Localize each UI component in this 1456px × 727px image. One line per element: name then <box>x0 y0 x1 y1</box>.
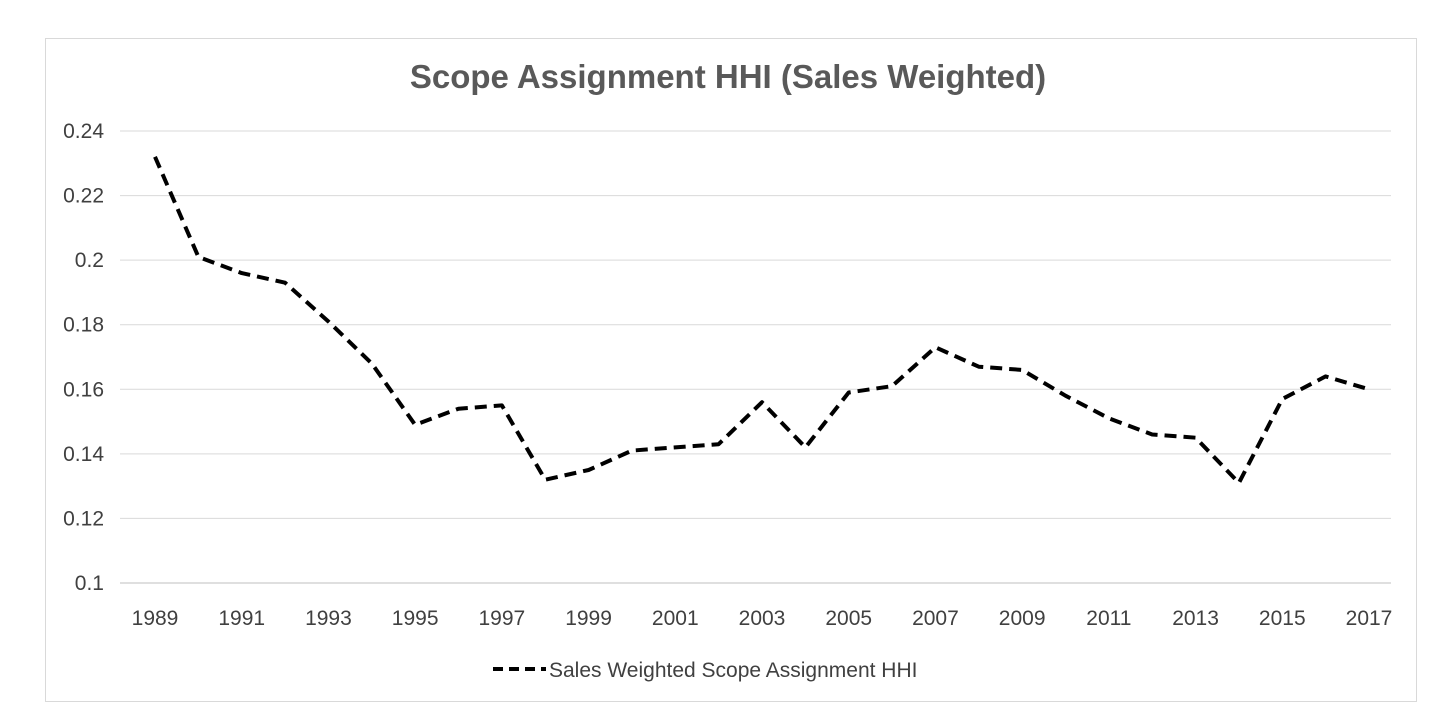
legend: Sales Weighted Scope Assignment HHI <box>493 659 917 682</box>
series-group <box>153 156 1370 485</box>
y-tick-label: 0.2 <box>75 249 104 272</box>
y-tick-label: 0.24 <box>63 120 104 143</box>
x-tick-label: 1989 <box>132 607 179 630</box>
x-tick-label: 1993 <box>305 607 352 630</box>
chart-frame <box>45 38 1417 702</box>
x-tick-label: 2011 <box>1086 607 1131 630</box>
y-tick-label: 0.12 <box>63 507 104 530</box>
chart-title: Scope Assignment HHI (Sales Weighted) <box>409 58 1047 95</box>
y-tick-label: 0.1 <box>75 572 104 595</box>
x-tick-label: 1999 <box>565 607 612 630</box>
grid-lines <box>120 130 1391 584</box>
x-tick-label: 1997 <box>478 607 525 630</box>
x-tick-label: 2009 <box>999 607 1046 630</box>
x-tick-label: 1991 <box>218 607 265 630</box>
y-tick-label: 0.14 <box>63 443 104 466</box>
x-tick-label: 2013 <box>1172 607 1219 630</box>
x-tick-label: 2005 <box>825 607 872 630</box>
x-tick-label: 2001 <box>652 607 699 630</box>
x-tick-label: 2017 <box>1346 607 1393 630</box>
x-tick-label: 2015 <box>1259 607 1306 630</box>
x-axis: 1989 1991 1993 1995 1997 1999 2001 2003 2005 2007… <box>132 607 1393 630</box>
x-tick-label: 2007 <box>912 607 959 630</box>
y-axis: 0.24 0.22 0.2 0.18 0.16 0.14 0.12 0.1 <box>63 120 104 595</box>
series-line <box>153 156 1370 485</box>
x-tick-label: 2003 <box>739 607 786 630</box>
x-tick-label: 1995 <box>392 607 439 630</box>
y-tick-label: 0.16 <box>63 378 104 401</box>
y-tick-label: 0.18 <box>63 314 104 337</box>
y-tick-label: 0.22 <box>63 185 104 208</box>
legend-label: Sales Weighted Scope Assignment HHI <box>549 659 917 682</box>
